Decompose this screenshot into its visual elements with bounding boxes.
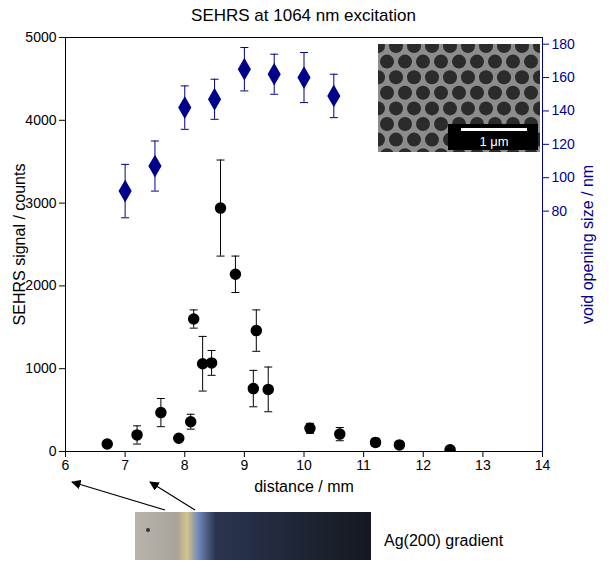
- svg-text:6: 6: [62, 457, 70, 473]
- svg-text:1 μm: 1 μm: [479, 134, 508, 149]
- svg-text:7: 7: [121, 457, 129, 473]
- svg-text:SEHRS signal / counts: SEHRS signal / counts: [11, 164, 28, 326]
- svg-text:1000: 1000: [25, 360, 56, 376]
- svg-text:3000: 3000: [25, 195, 56, 211]
- html-text:Ag(200) gradient: Ag(200) gradient: [384, 532, 504, 549]
- svg-text:14: 14: [535, 457, 551, 473]
- svg-text:140: 140: [552, 102, 576, 118]
- svg-text:12: 12: [415, 457, 431, 473]
- svg-text:180: 180: [552, 36, 576, 52]
- svg-text:13: 13: [475, 457, 491, 473]
- svg-text:160: 160: [552, 69, 576, 85]
- svg-text:10: 10: [296, 457, 312, 473]
- html-text:SEHRS at 1064 nm excitation: SEHRS at 1064 nm excitation: [191, 6, 416, 25]
- svg-text:4000: 4000: [25, 112, 56, 128]
- svg-text:80: 80: [552, 203, 568, 219]
- svg-text:100: 100: [552, 169, 576, 185]
- svg-text:9: 9: [240, 457, 248, 473]
- svg-text:2000: 2000: [25, 277, 56, 293]
- svg-text:0: 0: [49, 443, 57, 459]
- svg-text:11: 11: [356, 457, 371, 473]
- svg-text:5000: 5000: [25, 29, 56, 45]
- svg-text:void opening size / nm: void opening size / nm: [579, 165, 596, 324]
- svg-text:distance / mm: distance / mm: [254, 478, 354, 495]
- svg-text:8: 8: [181, 457, 189, 473]
- svg-text:120: 120: [552, 136, 576, 152]
